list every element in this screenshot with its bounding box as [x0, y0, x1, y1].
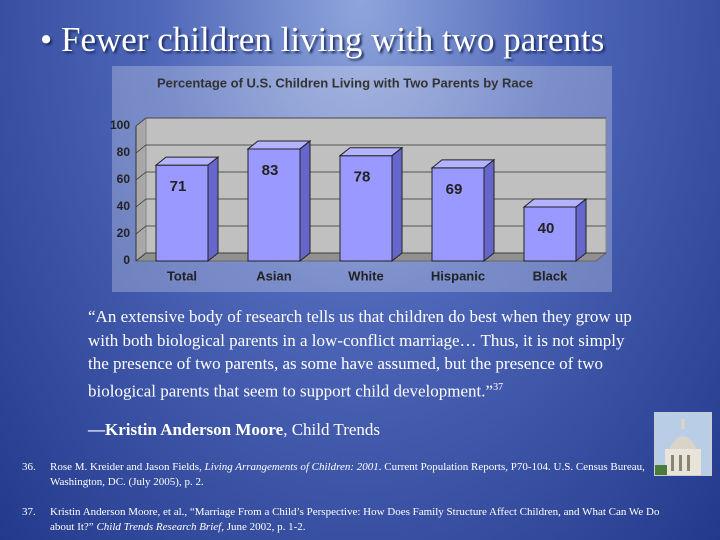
bar-side	[575, 197, 587, 263]
y-tick-label: 100	[110, 118, 130, 132]
bar	[523, 206, 577, 262]
footnote-number: 37.	[22, 506, 36, 518]
x-tick-label: White	[348, 268, 383, 283]
x-tick-label: Asian	[256, 268, 291, 283]
value-label: 40	[538, 220, 555, 237]
value-label: 78	[354, 169, 371, 186]
value-label: 83	[262, 162, 279, 179]
footnote-number: 36.	[22, 461, 36, 473]
bar-side	[299, 139, 311, 263]
grid-line	[135, 144, 606, 154]
side-wall	[135, 116, 147, 263]
attribution-name: —Kristin Anderson Moore	[88, 420, 284, 439]
quote-text: “An extensive body of research tells us …	[88, 307, 632, 401]
bar-side	[207, 156, 219, 263]
footnote: 36. Rose M. Kreider and Jason Fields, Liv…	[22, 460, 662, 490]
logo-icon	[654, 412, 712, 476]
footnote-text: Kristin Anderson Moore, et al., “Marriag…	[50, 505, 662, 535]
attribution: —Kristin Anderson Moore, Child Trends	[88, 420, 380, 440]
footnote-part: Rose M. Kreider and Jason Fields,	[50, 461, 205, 473]
x-tick-label: Hispanic	[431, 268, 485, 283]
x-tick-label: Total	[167, 268, 197, 283]
footnote-part: . Current Population Reports, P70-104. U…	[50, 461, 645, 488]
bar-side	[391, 146, 403, 263]
quote-note: 37	[493, 381, 504, 393]
y-tick-label: 40	[117, 199, 131, 213]
footnote-part: , June 2002, p. 1-2.	[221, 521, 306, 533]
value-label: 69	[446, 181, 463, 198]
bar-side	[483, 158, 495, 263]
y-tick-label: 20	[117, 226, 131, 240]
value-label: 71	[170, 178, 187, 195]
y-tick-label: 0	[123, 253, 130, 267]
y-tick-label: 80	[117, 145, 131, 159]
footnote-text: Rose M. Kreider and Jason Fields, Living…	[50, 460, 662, 490]
footnote: 37. Kristin Anderson Moore, et al., “Marr…	[22, 505, 662, 535]
y-tick-label: 60	[117, 172, 131, 186]
footnote-italic: Child Trends Research Brief	[96, 521, 222, 533]
x-tick-label: Black	[533, 268, 568, 283]
footnote-part: Kristin Anderson Moore, et al., “Marriag…	[50, 506, 660, 533]
grid-line	[135, 117, 606, 127]
footnote-italic: Living Arrangements of Children: 2001	[204, 461, 379, 473]
chart: Percentage of U.S. Children Living with …	[109, 75, 608, 284]
bar	[431, 167, 485, 262]
quote: “An extensive body of research tells us …	[88, 305, 633, 403]
bar	[339, 155, 393, 262]
chart-title: Percentage of U.S. Children Living with …	[157, 75, 533, 90]
attribution-rest: , Child Trends	[283, 420, 381, 439]
slide-title: • Fewer children living with two parents	[40, 20, 605, 59]
